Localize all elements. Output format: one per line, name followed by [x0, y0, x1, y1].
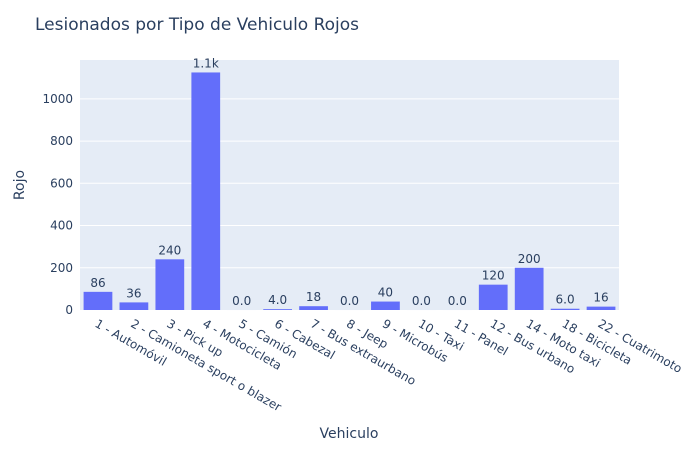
x-axis-title: Vehiculo: [320, 426, 379, 442]
bar-value-label: 0.0: [412, 294, 431, 308]
bar-value-label: 120: [482, 269, 505, 283]
bar[interactable]: [586, 306, 616, 310]
y-axis-title: Rojo: [12, 170, 28, 200]
bars: [83, 72, 616, 311]
bar[interactable]: [299, 306, 328, 310]
bar-value-label: 16: [593, 291, 608, 305]
y-tick-label: 600: [50, 176, 73, 190]
bar-labels: 86 36 240 1.1k 0.0 4.0 18 0.0 40 0.0 0.0 120 200 6.0 1…: [90, 56, 608, 308]
bar-value-label: 18: [306, 290, 321, 304]
bar[interactable]: [478, 284, 508, 310]
bar-value-label: 1.1k: [193, 56, 219, 70]
bar-value-label: 240: [158, 243, 181, 257]
bar-value-label: 0.0: [232, 294, 251, 308]
bar[interactable]: [263, 309, 293, 310]
bar-value-label: 200: [518, 252, 541, 266]
bar-value-label: 0.0: [448, 294, 467, 308]
y-tick-label: 800: [50, 134, 73, 148]
bar-value-label: 36: [126, 286, 141, 300]
bar-value-label: 86: [90, 276, 105, 290]
bar-value-label: 40: [378, 286, 393, 300]
bar[interactable]: [371, 301, 400, 310]
y-axis-ticks: 0 200 400 600 800 1000: [42, 92, 73, 317]
y-tick-label: 0: [65, 303, 73, 317]
bar[interactable]: [550, 308, 580, 310]
bar-value-label: 0.0: [340, 294, 359, 308]
chart-title: Lesionados por Tipo de Vehiculo Rojos: [35, 15, 359, 35]
bar[interactable]: [191, 72, 221, 311]
bar[interactable]: [155, 259, 185, 310]
bar[interactable]: [514, 267, 544, 310]
bar-value-label: 4.0: [268, 293, 287, 307]
y-tick-label: 1000: [42, 92, 73, 106]
bar[interactable]: [83, 291, 113, 310]
bar-value-label: 6.0: [556, 293, 575, 307]
bar[interactable]: [119, 302, 149, 310]
y-tick-label: 400: [50, 219, 73, 233]
y-tick-label: 200: [50, 261, 73, 275]
